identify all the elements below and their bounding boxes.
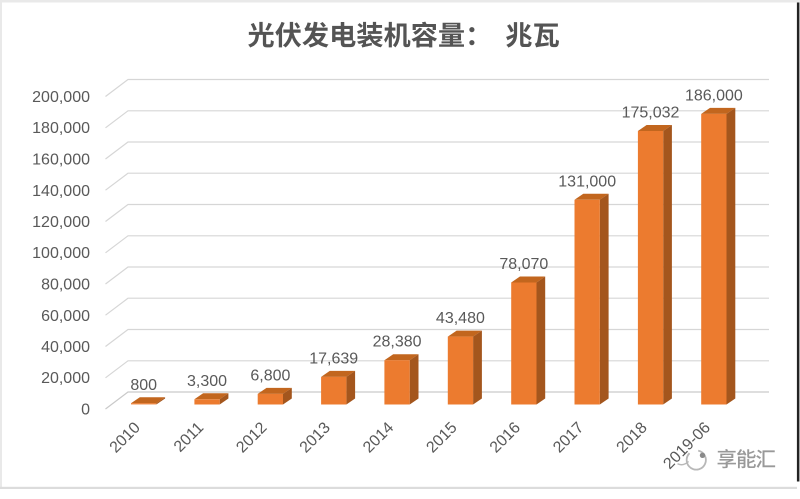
svg-text:40,000: 40,000 — [41, 339, 90, 356]
svg-text:200,000: 200,000 — [32, 89, 90, 106]
svg-text:175,032: 175,032 — [622, 105, 680, 122]
svg-text:17,639: 17,639 — [309, 350, 358, 367]
svg-text:78,070: 78,070 — [499, 256, 548, 273]
svg-text:0: 0 — [81, 402, 90, 419]
svg-text:180,000: 180,000 — [32, 120, 90, 137]
svg-text:140,000: 140,000 — [32, 183, 90, 200]
svg-text:100,000: 100,000 — [32, 245, 90, 262]
svg-text:28,380: 28,380 — [373, 334, 422, 351]
svg-text:131,000: 131,000 — [558, 173, 616, 190]
svg-text:6,800: 6,800 — [250, 367, 290, 384]
svg-text:186,000: 186,000 — [685, 87, 743, 104]
svg-text:3,300: 3,300 — [187, 373, 227, 390]
svg-text:160,000: 160,000 — [32, 152, 90, 169]
svg-text:120,000: 120,000 — [32, 214, 90, 231]
svg-text:20,000: 20,000 — [41, 370, 90, 387]
svg-text:43,480: 43,480 — [436, 310, 485, 327]
svg-text:800: 800 — [130, 377, 157, 394]
svg-text:80,000: 80,000 — [41, 277, 90, 294]
svg-text:60,000: 60,000 — [41, 308, 90, 325]
